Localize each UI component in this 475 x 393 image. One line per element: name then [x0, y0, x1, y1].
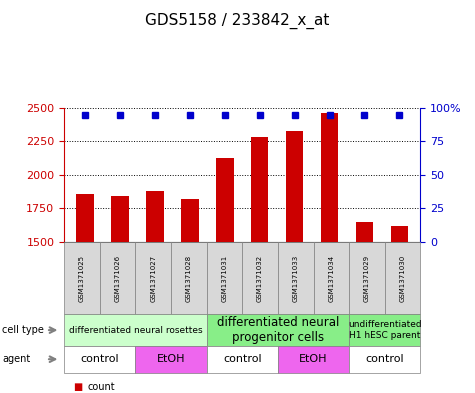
Text: control: control	[223, 354, 262, 364]
Text: undifferentiated
H1 hESC parent: undifferentiated H1 hESC parent	[348, 320, 422, 340]
Text: GDS5158 / 233842_x_at: GDS5158 / 233842_x_at	[145, 13, 330, 29]
Bar	[111, 196, 129, 393]
Text: differentiated neural rosettes: differentiated neural rosettes	[68, 326, 202, 334]
Bar	[76, 194, 94, 393]
Text: control: control	[80, 354, 119, 364]
Text: EtOH: EtOH	[299, 354, 328, 364]
Text: GSM1371032: GSM1371032	[257, 255, 263, 301]
Text: GSM1371034: GSM1371034	[328, 255, 334, 301]
Bar	[390, 226, 408, 393]
Text: GSM1371025: GSM1371025	[79, 255, 85, 301]
Text: control: control	[365, 354, 404, 364]
Bar	[146, 191, 164, 393]
Text: GSM1371030: GSM1371030	[399, 254, 406, 302]
Bar	[216, 158, 234, 393]
Bar	[286, 131, 304, 393]
Text: GSM1371029: GSM1371029	[364, 255, 370, 301]
Text: cell type: cell type	[2, 325, 44, 335]
Text: GSM1371033: GSM1371033	[293, 254, 299, 302]
Text: GSM1371028: GSM1371028	[186, 255, 192, 301]
Text: GSM1371026: GSM1371026	[114, 255, 121, 301]
Text: differentiated neural
progenitor cells: differentiated neural progenitor cells	[217, 316, 339, 344]
Text: GSM1371031: GSM1371031	[221, 254, 228, 302]
Bar	[251, 138, 268, 393]
Bar	[356, 222, 373, 393]
Bar	[321, 114, 338, 393]
Text: ■: ■	[74, 382, 83, 393]
Text: GSM1371027: GSM1371027	[150, 255, 156, 301]
Text: agent: agent	[2, 354, 30, 364]
Bar	[181, 199, 199, 393]
Text: count: count	[88, 382, 115, 393]
Text: EtOH: EtOH	[157, 354, 185, 364]
